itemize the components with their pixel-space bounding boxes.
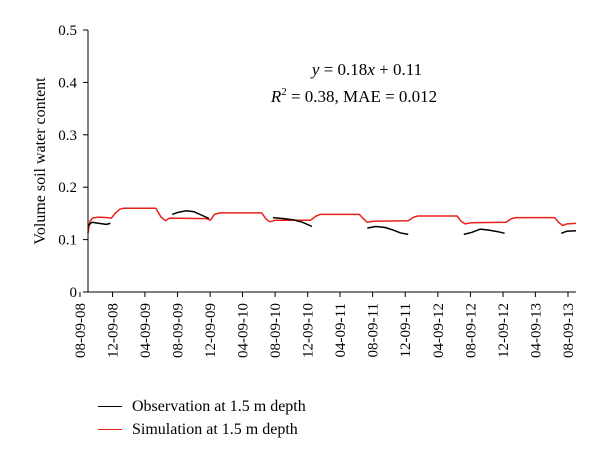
y-tick-label: 0.4 — [58, 75, 77, 91]
y-ticks: 0 0.1 0.2 0.3 0.4 0.5 — [58, 23, 88, 301]
legend-swatch-simulation — [98, 429, 122, 430]
stats-annotation: R2 = 0.38, MAE = 0.012 — [270, 86, 437, 106]
legend: Observation at 1.5 m depth Simulation at… — [98, 395, 306, 441]
x-tick-label: 08-09-11 — [366, 303, 382, 357]
legend-swatch-observation — [98, 406, 122, 407]
x-tick-label: 04-09-12 — [431, 303, 447, 358]
x-tick-label: 08-09-13 — [561, 303, 577, 358]
x-tick-label: 08-09-12 — [463, 303, 479, 358]
x-tick-label: 04-09-11 — [333, 303, 349, 357]
x-tick-label: 12-09-12 — [496, 303, 512, 358]
equation-annotation: y = 0.18x + 0.11 — [310, 60, 422, 79]
x-tick-label: 12-09-11 — [398, 303, 414, 357]
y-tick-label: 0.3 — [58, 128, 77, 144]
x-tick-label: 04-09-09 — [138, 303, 154, 358]
y-tick-label: 0 — [70, 285, 78, 301]
observation-line-segment-3 — [272, 216, 313, 228]
axes-layer — [87, 30, 576, 293]
legend-item-observation: Observation at 1.5 m depth — [98, 395, 306, 418]
observation-line-segment-1 — [87, 221, 111, 227]
x-tick-label: 08-09-09 — [171, 303, 187, 358]
observation-line-segment-4 — [367, 225, 409, 236]
observation-line-segment-6 — [561, 229, 577, 235]
x-tick-label: 04-09-10 — [235, 303, 251, 358]
legend-label-simulation: Simulation at 1.5 m depth — [132, 420, 298, 438]
y-tick-label: 0.2 — [58, 180, 77, 196]
x-tick-label: 08-09-10 — [268, 303, 284, 358]
x-tick-label: 12-09-10 — [301, 303, 317, 358]
observation-line-segment-5 — [463, 228, 505, 236]
observation-line-segment-2 — [171, 210, 210, 220]
x-ticks: 08-09-08 12-09-08 04-09-09 08-09-09 12-09-09… — [73, 292, 577, 358]
series-layer — [87, 207, 577, 236]
x-tick-label: 12-09-09 — [203, 303, 219, 358]
y-tick-label: 0.1 — [58, 233, 77, 249]
legend-item-simulation: Simulation at 1.5 m depth — [98, 418, 306, 441]
y-tick-label: 0.5 — [58, 23, 77, 39]
x-tick-label: 12-09-08 — [106, 303, 122, 358]
y-axis-title: Volume soil water content — [32, 77, 49, 245]
x-tick-label: 04-09-13 — [528, 303, 544, 358]
legend-label-observation: Observation at 1.5 m depth — [132, 397, 306, 415]
simulation-line-segment-1 — [87, 207, 577, 234]
x-tick-label: 08-09-08 — [73, 303, 89, 358]
